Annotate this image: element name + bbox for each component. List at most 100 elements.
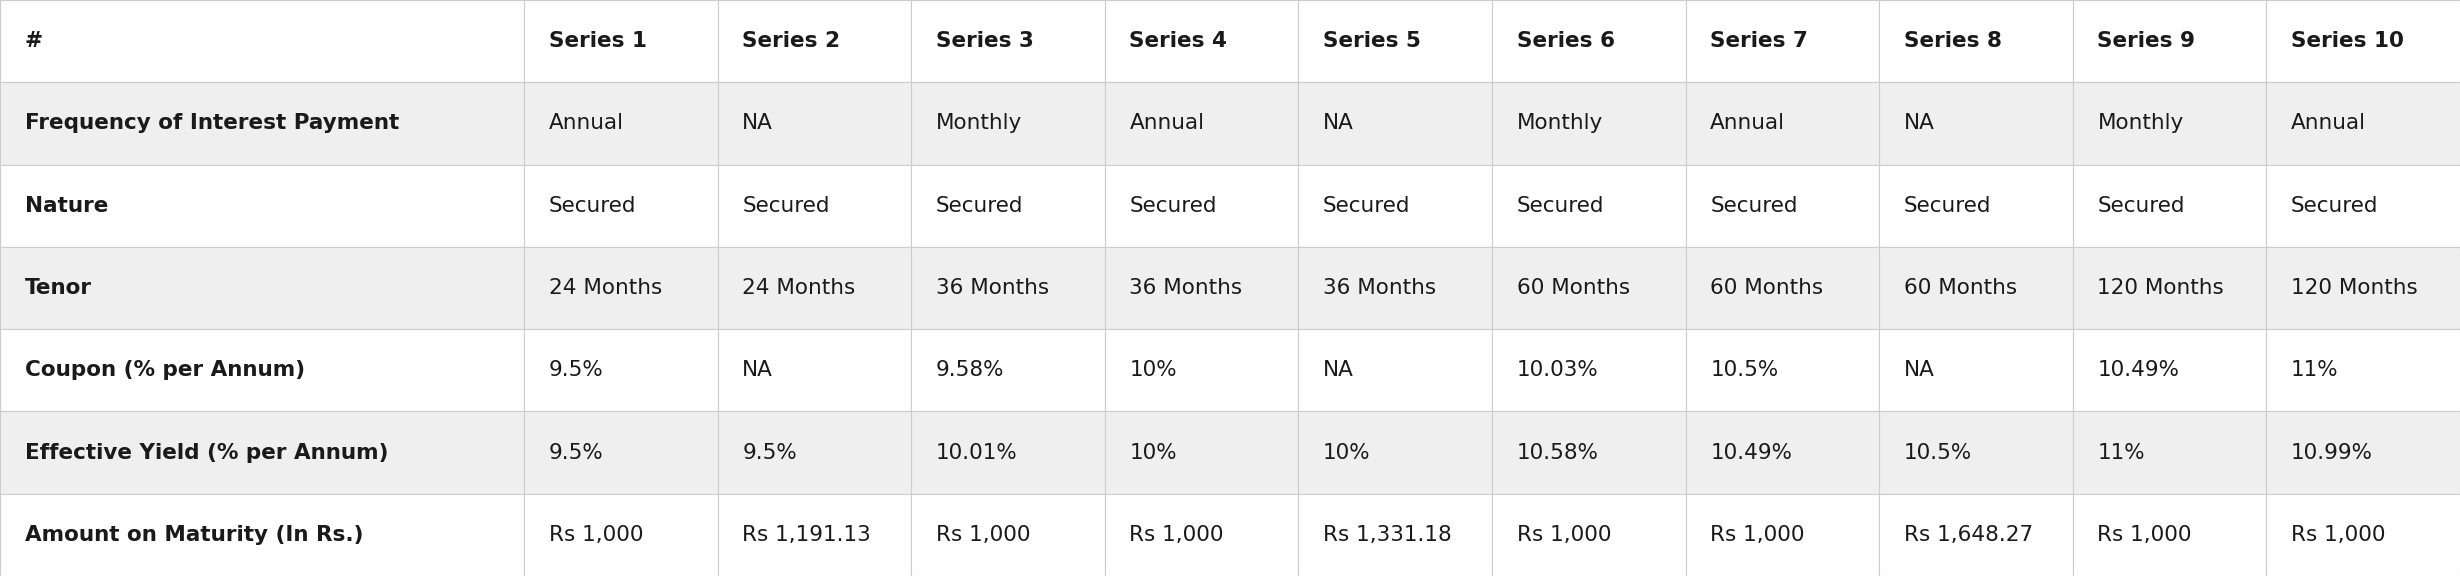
Text: Secured: Secured <box>1904 196 1990 216</box>
Bar <box>2266 411 2460 494</box>
Text: 10.49%: 10.49% <box>2098 360 2180 380</box>
Text: 10.5%: 10.5% <box>1710 360 1779 380</box>
Text: Secured: Secured <box>549 196 637 216</box>
Text: 24 Months: 24 Months <box>743 278 856 298</box>
Bar <box>2074 247 2266 329</box>
Text: Rs 1,000: Rs 1,000 <box>1515 525 1611 545</box>
Bar <box>718 247 910 329</box>
Text: Secured: Secured <box>1323 196 1410 216</box>
Text: Series 2: Series 2 <box>743 31 841 51</box>
Text: 60 Months: 60 Months <box>1515 278 1629 298</box>
Bar <box>2266 247 2460 329</box>
Text: Tenor: Tenor <box>25 278 91 298</box>
Bar <box>1879 0 2074 82</box>
Bar <box>1105 165 1299 247</box>
Text: 9.5%: 9.5% <box>743 442 797 463</box>
Bar <box>1299 494 1493 576</box>
Bar <box>1685 82 1879 165</box>
Text: Secured: Secured <box>1710 196 1798 216</box>
Bar <box>1299 82 1493 165</box>
Bar <box>0 411 524 494</box>
Text: 10%: 10% <box>1323 442 1370 463</box>
Bar <box>1491 165 1685 247</box>
Text: 11%: 11% <box>2290 360 2339 380</box>
Bar <box>2266 329 2460 411</box>
Text: Series 9: Series 9 <box>2098 31 2194 51</box>
Bar <box>1685 0 1879 82</box>
Bar <box>1491 494 1685 576</box>
Bar <box>2266 494 2460 576</box>
Text: Amount on Maturity (In Rs.): Amount on Maturity (In Rs.) <box>25 525 364 545</box>
Bar <box>910 247 1105 329</box>
Bar <box>1105 494 1299 576</box>
Bar <box>910 82 1105 165</box>
Bar <box>524 82 718 165</box>
Bar <box>718 82 910 165</box>
Bar <box>1105 0 1299 82</box>
Bar <box>718 165 910 247</box>
Bar <box>2266 165 2460 247</box>
Text: 9.5%: 9.5% <box>549 442 603 463</box>
Bar <box>1879 165 2074 247</box>
Bar <box>910 329 1105 411</box>
Text: NA: NA <box>1323 113 1353 134</box>
Bar <box>524 494 718 576</box>
Bar <box>1105 247 1299 329</box>
Bar <box>0 165 524 247</box>
Bar <box>718 411 910 494</box>
Text: Rs 1,000: Rs 1,000 <box>549 525 642 545</box>
Text: Rs 1,000: Rs 1,000 <box>1129 525 1225 545</box>
Bar <box>2074 165 2266 247</box>
Text: 9.58%: 9.58% <box>935 360 1004 380</box>
Bar <box>1299 0 1493 82</box>
Bar <box>524 0 718 82</box>
Bar <box>1879 494 2074 576</box>
Text: 10.03%: 10.03% <box>1515 360 1599 380</box>
Bar <box>1879 329 2074 411</box>
Bar <box>1685 494 1879 576</box>
Text: Rs 1,331.18: Rs 1,331.18 <box>1323 525 1451 545</box>
Text: Secured: Secured <box>2290 196 2379 216</box>
Bar <box>1299 329 1493 411</box>
Bar <box>524 411 718 494</box>
Text: Monthly: Monthly <box>1515 113 1604 134</box>
Text: NA: NA <box>1323 360 1353 380</box>
Bar <box>1491 82 1685 165</box>
Text: 120 Months: 120 Months <box>2290 278 2418 298</box>
Text: Series 6: Series 6 <box>1515 31 1614 51</box>
Text: 11%: 11% <box>2098 442 2145 463</box>
Text: Series 5: Series 5 <box>1323 31 1422 51</box>
Bar <box>1491 247 1685 329</box>
Text: Secured: Secured <box>935 196 1023 216</box>
Text: 36 Months: 36 Months <box>1323 278 1437 298</box>
Text: Series 3: Series 3 <box>935 31 1033 51</box>
Bar <box>910 411 1105 494</box>
Text: 10.5%: 10.5% <box>1904 442 1973 463</box>
Text: Annual: Annual <box>549 113 622 134</box>
Text: #: # <box>25 31 42 51</box>
Text: Nature: Nature <box>25 196 108 216</box>
Bar <box>1491 0 1685 82</box>
Bar <box>1299 165 1493 247</box>
Bar <box>2074 494 2266 576</box>
Bar <box>2266 82 2460 165</box>
Bar <box>1685 411 1879 494</box>
Text: Annual: Annual <box>2290 113 2367 134</box>
Bar <box>2074 82 2266 165</box>
Bar <box>1879 247 2074 329</box>
Bar <box>1685 247 1879 329</box>
Text: Secured: Secured <box>1515 196 1604 216</box>
Bar <box>718 0 910 82</box>
Bar <box>524 165 718 247</box>
Text: Series 8: Series 8 <box>1904 31 2002 51</box>
Text: Frequency of Interest Payment: Frequency of Interest Payment <box>25 113 399 134</box>
Bar <box>2074 329 2266 411</box>
Bar <box>1491 329 1685 411</box>
Bar <box>718 494 910 576</box>
Text: NA: NA <box>1904 113 1934 134</box>
Bar <box>2074 411 2266 494</box>
Text: Monthly: Monthly <box>935 113 1021 134</box>
Bar <box>1105 82 1299 165</box>
Bar <box>0 247 524 329</box>
Bar <box>0 0 524 82</box>
